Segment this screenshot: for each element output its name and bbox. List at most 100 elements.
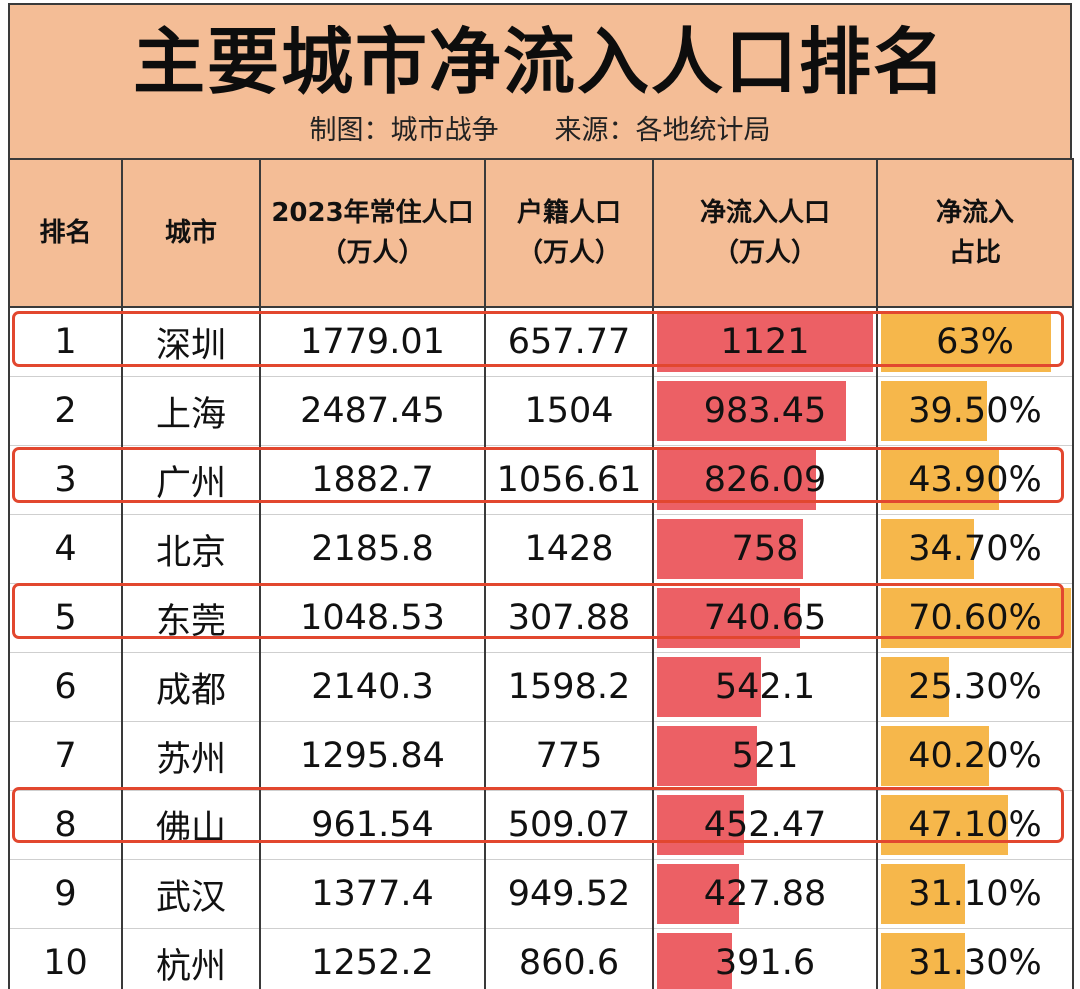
- header-text: 排名: [39, 218, 92, 248]
- table-row: 8 佛山 961.54 509.07 452.47 47.10%: [8, 790, 1074, 860]
- hukou-population-cell: 1056.61: [484, 445, 654, 515]
- header-text: 户籍人口: [516, 198, 621, 228]
- hukou-population-cell: 307.88: [484, 583, 654, 653]
- net-inflow-cell: 427.88: [652, 859, 878, 929]
- header-resident-population: 2023年常住人口 （万人）: [259, 158, 486, 308]
- hukou-population-cell: 860.6: [484, 928, 654, 989]
- header-text: 占比: [948, 238, 1001, 268]
- hukou-population-cell: 949.52: [484, 859, 654, 929]
- net-inflow-ratio-cell: 47.10%: [876, 790, 1074, 860]
- net-inflow-cell: 391.6: [652, 928, 878, 989]
- rank-cell: 8: [8, 790, 123, 860]
- net-inflow-cell: 1121: [652, 307, 878, 377]
- net-inflow-value: 452.47: [703, 805, 827, 845]
- ratio-value: 47.10%: [908, 805, 1042, 845]
- rank-cell: 1: [8, 307, 123, 377]
- hukou-population-cell: 1504: [484, 376, 654, 446]
- table-row: 6 成都 2140.3 1598.2 542.1 25.30%: [8, 652, 1074, 722]
- net-inflow-cell: 452.47: [652, 790, 878, 860]
- rank-cell: 4: [8, 514, 123, 584]
- header-rank: 排名: [8, 158, 123, 308]
- city-cell: 苏州: [121, 721, 261, 791]
- net-inflow-ratio-cell: 25.30%: [876, 652, 1074, 722]
- rank-cell: 3: [8, 445, 123, 515]
- net-inflow-ratio-cell: 31.10%: [876, 859, 1074, 929]
- resident-population-cell: 2140.3: [259, 652, 486, 722]
- net-inflow-cell: 521: [652, 721, 878, 791]
- net-inflow-value: 1121: [720, 322, 810, 362]
- hukou-population-cell: 509.07: [484, 790, 654, 860]
- ratio-value: 31.30%: [908, 943, 1042, 983]
- ratio-bar: [881, 726, 990, 786]
- ratio-value: 31.10%: [908, 874, 1042, 914]
- city-cell: 杭州: [121, 928, 261, 989]
- header-text: （万人）: [516, 238, 621, 268]
- header-net-inflow-ratio: 净流入 占比: [876, 158, 1074, 308]
- net-inflow-bar: [657, 519, 804, 579]
- resident-population-cell: 1377.4: [259, 859, 486, 929]
- table-row: 1 深圳 1779.01 657.77 1121 63%: [8, 307, 1074, 377]
- ratio-value: 63%: [936, 322, 1014, 362]
- net-inflow-bar: [657, 726, 758, 786]
- city-cell: 佛山: [121, 790, 261, 860]
- resident-population-cell: 961.54: [259, 790, 486, 860]
- table-row: 10 杭州 1252.2 860.6 391.6 31.30%: [8, 928, 1074, 989]
- rank-cell: 7: [8, 721, 123, 791]
- header-text: （万人）: [320, 238, 425, 268]
- city-cell: 成都: [121, 652, 261, 722]
- net-inflow-bar: [657, 864, 740, 924]
- header-city: 城市: [121, 158, 261, 308]
- net-inflow-ratio-cell: 31.30%: [876, 928, 1074, 989]
- ratio-bar: [881, 312, 1051, 372]
- rank-cell: 6: [8, 652, 123, 722]
- net-inflow-value: 427.88: [703, 874, 827, 914]
- net-inflow-bar: [657, 795, 745, 855]
- net-inflow-value: 758: [731, 529, 799, 569]
- net-inflow-ratio-cell: 34.70%: [876, 514, 1074, 584]
- net-inflow-ratio-cell: 40.20%: [876, 721, 1074, 791]
- hukou-population-cell: 1598.2: [484, 652, 654, 722]
- table-body: 1 深圳 1779.01 657.77 1121 63% 2 上海 2487.45 1504 983…: [8, 307, 1074, 989]
- rank-cell: 2: [8, 376, 123, 446]
- header-text: 净流入人口: [699, 198, 830, 228]
- rank-cell: 5: [8, 583, 123, 653]
- net-inflow-cell: 740.65: [652, 583, 878, 653]
- hukou-population-cell: 657.77: [484, 307, 654, 377]
- net-inflow-ratio-cell: 43.90%: [876, 445, 1074, 515]
- ratio-bar: [881, 795, 1008, 855]
- resident-population-cell: 1048.53: [259, 583, 486, 653]
- table-row: 7 苏州 1295.84 775 521 40.20%: [8, 721, 1074, 791]
- page-title: 主要城市净流入人口排名: [132, 20, 947, 104]
- net-inflow-value: 740.65: [703, 598, 827, 638]
- header-text: 城市: [164, 218, 217, 248]
- ratio-value: 25.30%: [908, 667, 1042, 707]
- table-row: 2 上海 2487.45 1504 983.45 39.50%: [8, 376, 1074, 446]
- ratio-bar: [881, 657, 950, 717]
- header-text: 净流入: [935, 198, 1014, 228]
- net-inflow-cell: 983.45: [652, 376, 878, 446]
- net-inflow-bar: [657, 312, 873, 372]
- table-row: 5 东莞 1048.53 307.88 740.65 70.60%: [8, 583, 1074, 653]
- header-text: （万人）: [712, 238, 817, 268]
- table-row: 4 北京 2185.8 1428 758 34.70%: [8, 514, 1074, 584]
- title-banner: 主要城市净流入人口排名 制图：城市战争 来源：各地统计局: [8, 3, 1072, 158]
- header-net-inflow: 净流入人口 （万人）: [652, 158, 878, 308]
- resident-population-cell: 1252.2: [259, 928, 486, 989]
- resident-population-cell: 1779.01: [259, 307, 486, 377]
- header-text: 2023年常住人口: [271, 198, 474, 228]
- ratio-bar: [881, 519, 975, 579]
- net-inflow-cell: 826.09: [652, 445, 878, 515]
- net-inflow-bar: [657, 933, 733, 989]
- net-inflow-ratio-cell: 39.50%: [876, 376, 1074, 446]
- resident-population-cell: 2185.8: [259, 514, 486, 584]
- ratio-value: 70.60%: [908, 598, 1042, 638]
- hukou-population-cell: 1428: [484, 514, 654, 584]
- city-cell: 北京: [121, 514, 261, 584]
- city-cell: 东莞: [121, 583, 261, 653]
- city-cell: 深圳: [121, 307, 261, 377]
- header-hukou-population: 户籍人口 （万人）: [484, 158, 654, 308]
- ratio-value: 39.50%: [908, 391, 1042, 431]
- ranking-table: 排名 城市 2023年常住人口 （万人） 户籍人口 （万人） 净流入人口 （万人） 净流入 占比 …: [8, 158, 1074, 989]
- rank-cell: 9: [8, 859, 123, 929]
